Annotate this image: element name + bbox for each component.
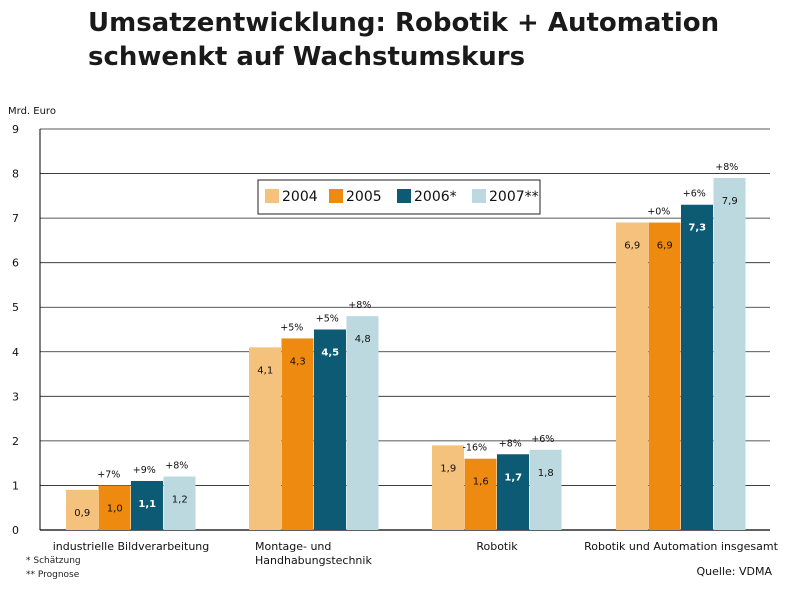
bar-value-label: 7,9: [722, 196, 738, 207]
chart-title: Umsatzentwicklung: Robotik + Automation …: [88, 6, 719, 74]
bar-value-label: 4,1: [257, 365, 273, 376]
growth-label: +8%: [165, 461, 188, 472]
bar-2007-3: [713, 178, 746, 530]
y-tick-label: 9: [12, 123, 19, 136]
bar-2004-0: [66, 489, 98, 530]
growth-label: +0%: [647, 207, 670, 218]
legend-swatch-2004: [265, 189, 279, 203]
growth-label: +8%: [499, 438, 522, 449]
y-tick-label: 0: [12, 524, 19, 537]
y-tick-label: 7: [12, 212, 19, 225]
legend-label: 2005: [346, 189, 382, 205]
footnote-estimate: * Schätzung: [26, 556, 81, 566]
bar-value-label: 6,9: [624, 241, 640, 252]
bar-2007-1: [346, 316, 379, 530]
bar-value-label: 0,9: [74, 508, 90, 519]
y-tick-label: 5: [12, 301, 19, 314]
bar-value-label: 1,8: [538, 468, 554, 479]
bar-value-label: 1,0: [107, 503, 123, 514]
legend-swatch-2007: [472, 189, 486, 203]
title-line-2: schwenkt auf Wachstumskurs: [88, 42, 526, 72]
bar-value-label: 1,7: [504, 472, 522, 483]
category-label: Montage- und: [255, 540, 331, 553]
bar-value-label: 4,5: [321, 348, 339, 359]
growth-label: +6%: [683, 189, 706, 200]
bar-value-label: 4,8: [355, 334, 371, 345]
legend-label: 2004: [282, 189, 318, 205]
growth-label: +7%: [97, 469, 120, 480]
bar-2006-0: [131, 480, 163, 530]
growth-label: +8%: [348, 300, 371, 311]
y-axis-label: Mrd. Euro: [8, 106, 56, 117]
legend-label: 2007**: [489, 189, 539, 205]
bar-value-label: 6,9: [657, 241, 673, 252]
y-tick-label: 1: [12, 479, 19, 492]
bar-value-label: 1,9: [440, 463, 456, 474]
category-label: Handhabungstechnik: [255, 554, 372, 567]
growth-label: +8%: [715, 162, 738, 173]
bar-2004-3: [616, 222, 648, 531]
category-label: Robotik: [476, 540, 518, 553]
growth-label: -16%: [462, 443, 487, 454]
y-tick-label: 6: [12, 257, 19, 270]
bar-value-label: 1,1: [138, 499, 156, 510]
title-line-1: Umsatzentwicklung: Robotik + Automation: [88, 8, 720, 38]
source-note: Quelle: VDMA: [696, 565, 773, 578]
bar-2004-2: [432, 445, 464, 530]
growth-label: +9%: [133, 465, 156, 476]
legend-swatch-2006: [397, 189, 411, 203]
bar-value-label: 1,6: [473, 477, 489, 488]
category-label: Robotik und Automation insgesamt: [584, 540, 779, 553]
legend-label: 2006*: [414, 189, 457, 205]
y-tick-label: 3: [12, 390, 19, 403]
growth-label: +5%: [280, 322, 303, 333]
y-tick-label: 8: [12, 168, 19, 181]
category-label: industrielle Bildverarbeitung: [53, 540, 210, 553]
bar-2005-0: [98, 485, 131, 530]
bar-2007-0: [163, 476, 196, 530]
growth-label: +6%: [531, 434, 554, 445]
bar-2007-2: [529, 449, 562, 530]
y-tick-label: 4: [12, 346, 19, 359]
bar-2005-2: [464, 458, 497, 530]
bar-2005-1: [281, 338, 314, 530]
bar-2004-1: [249, 347, 281, 530]
bar-2005-3: [648, 222, 681, 531]
bar-value-label: 7,3: [688, 223, 706, 234]
bar-value-label: 1,2: [172, 495, 188, 506]
bar-2006-1: [314, 329, 346, 530]
bar-value-label: 4,3: [290, 356, 306, 367]
legend-swatch-2005: [329, 189, 343, 203]
y-tick-label: 2: [12, 435, 19, 448]
bar-2006-2: [497, 454, 529, 530]
bar-2006-3: [681, 204, 713, 530]
footnote-forecast: ** Prognose: [26, 570, 80, 580]
growth-label: +5%: [316, 314, 339, 325]
